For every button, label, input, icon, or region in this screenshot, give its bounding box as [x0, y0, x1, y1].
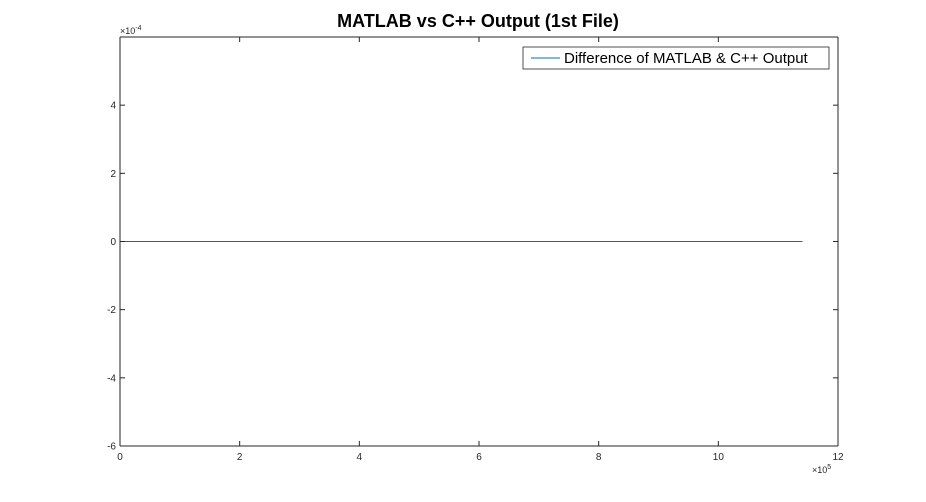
x-tick-label: 12 [832, 452, 844, 463]
series-layer [119, 241, 803, 242]
y-tick-label: 0 [110, 237, 116, 248]
y-exponent-power: -4 [135, 25, 141, 32]
x-exponent-power: 5 [827, 464, 831, 471]
legend: Difference of MATLAB & C++ Output [522, 46, 830, 70]
series-point [239, 241, 241, 242]
y-exponent-base: ×10 [120, 26, 135, 36]
series-point [538, 241, 540, 242]
x-exponent-base: ×10 [812, 465, 827, 475]
chart-title: MATLAB vs C++ Output (1st File) [337, 11, 619, 31]
y-tick-label: 4 [110, 101, 116, 112]
series-point [801, 241, 803, 242]
series-point [418, 241, 420, 242]
y-tick-label: -6 [107, 442, 116, 453]
series-point [598, 241, 600, 242]
x-tick-label: 0 [117, 452, 123, 463]
series-point [478, 241, 480, 242]
x-tick-label: 4 [357, 452, 363, 463]
x-tick-label: 8 [596, 452, 602, 463]
series-point [658, 241, 659, 242]
series-point [179, 241, 181, 242]
y-tick-label: -2 [107, 305, 116, 316]
y-tick-label: 2 [110, 169, 116, 180]
y-tick-label: -4 [107, 373, 116, 384]
series-point [717, 241, 719, 242]
series-point [777, 241, 779, 242]
x-tick-label: 10 [713, 452, 725, 463]
tick-layer: 0 2 4 6 8 10 12 -6 -4 -2 0 2 4 [107, 37, 844, 463]
y-axis-exponent: ×10-4 [120, 25, 142, 36]
x-tick-label: 2 [237, 452, 243, 463]
series-point [299, 241, 300, 242]
series-point [358, 241, 360, 242]
legend-box [522, 46, 830, 70]
x-axis-exponent: ×105 [812, 464, 831, 475]
x-tick-label: 6 [476, 452, 482, 463]
legend-label: Difference of MATLAB & C++ Output [564, 50, 809, 67]
